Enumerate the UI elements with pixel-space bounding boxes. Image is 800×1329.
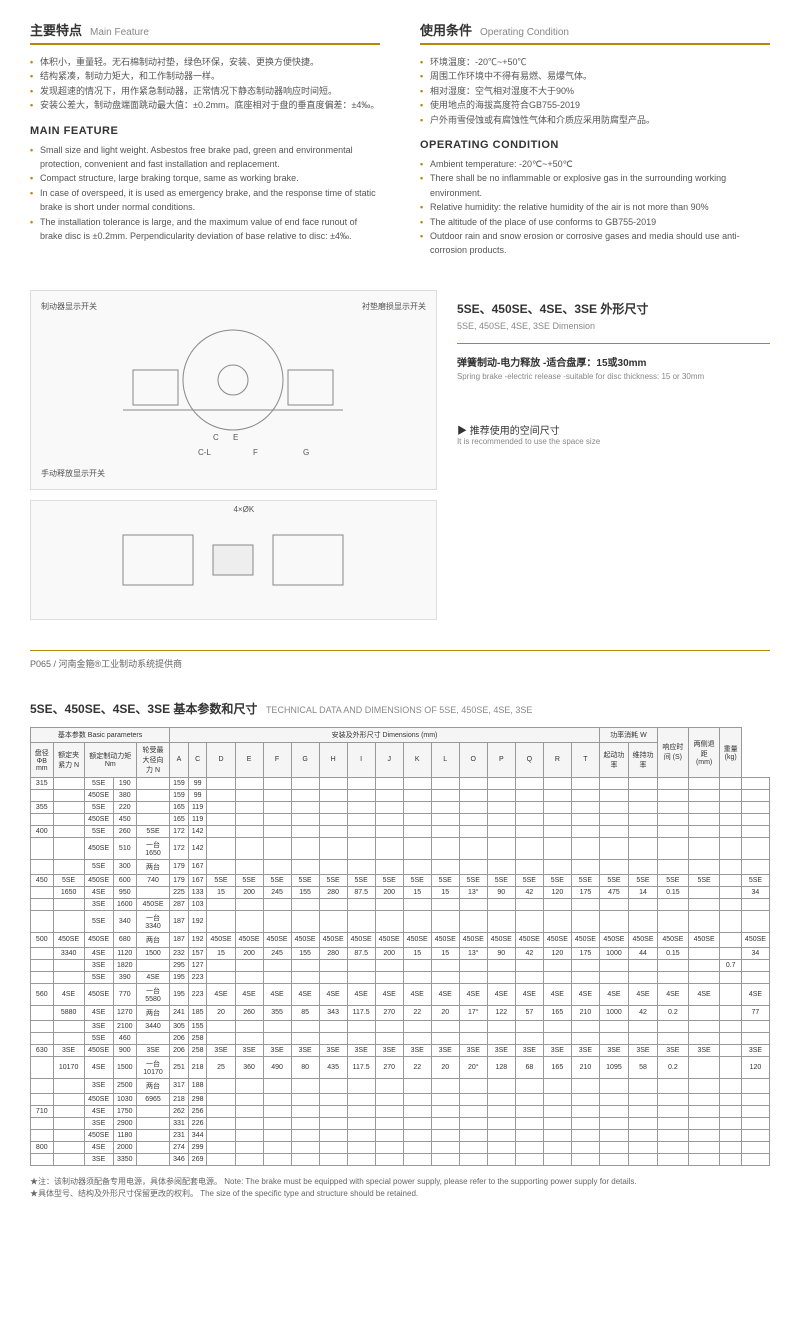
feature-sub-en: MAIN FEATURE bbox=[30, 125, 380, 137]
note-1: ★注：该制动器须配备专用电源，具体参阅配套电源。 Note: The brake… bbox=[30, 1176, 770, 1189]
svg-text:C-L: C-L bbox=[198, 448, 211, 457]
main-feature-section: 主要特点 Main Feature 体积小，重量轻。无石棉制动衬垫，绿色环保，安… bbox=[30, 20, 380, 270]
brake-plan-icon bbox=[103, 515, 363, 605]
spring-note-en: Spring brake -electric release -suitable… bbox=[457, 371, 770, 382]
feature-bullets-cn: 体积小，重量轻。无石棉制动衬垫，绿色环保，安装、更换方便快捷。 结构紧凑，制动力… bbox=[30, 55, 380, 113]
dimension-title: 5SE、450SE、4SE、3SE 外形尺寸 bbox=[457, 300, 770, 317]
svg-text:G: G bbox=[303, 448, 309, 457]
condition-bullets-cn: 环境温度：-20℃~+50℃ 周围工作环境中不得有易燃、易爆气体。 相对湿度：空… bbox=[420, 55, 770, 127]
table-title-en: TECHNICAL DATA AND DIMENSIONS OF 5SE, 45… bbox=[266, 705, 532, 715]
svg-text:F: F bbox=[253, 448, 258, 457]
condition-bullets-en: Ambient temperature: -20℃~+50℃ There sha… bbox=[420, 157, 770, 258]
feature-title-cn: 主要特点 bbox=[30, 20, 82, 39]
space-note-cn: ▶ 推荐使用的空间尺寸 bbox=[457, 422, 770, 437]
page-footer: P065 / 河南金箍®工业制动系统提供商 bbox=[30, 657, 770, 670]
table-title-cn: 5SE、450SE、4SE、3SE 基本参数和尺寸 bbox=[30, 702, 257, 716]
dimension-sub: 5SE, 450SE, 4SE, 3SE Dimension bbox=[457, 321, 770, 331]
svg-text:C: C bbox=[213, 433, 219, 442]
note-2: ★具体型号、结构及外形尺寸保留更改的权利。 The size of the sp… bbox=[30, 1188, 770, 1201]
brake-diagram-icon: C-L F G E C bbox=[103, 310, 363, 470]
condition-sub-en: OPERATING CONDITION bbox=[420, 139, 770, 151]
spring-note-cn: 弹簧制动-电力释放 -适合盘厚：15或30mm bbox=[457, 354, 770, 369]
feature-bullets-en: Small size and light weight. Asbestos fr… bbox=[30, 143, 380, 244]
technical-drawing-bottom: 4×ØK bbox=[30, 500, 437, 620]
svg-text:E: E bbox=[233, 433, 238, 442]
technical-drawing-top: 制动器显示开关 衬垫磨损显示开关 手动释放显示开关 C-L F G E C bbox=[30, 290, 437, 490]
feature-title-en: Main Feature bbox=[90, 27, 149, 38]
condition-title-cn: 使用条件 bbox=[420, 20, 472, 39]
condition-title-en: Operating Condition bbox=[480, 27, 569, 38]
operating-condition-section: 使用条件 Operating Condition 环境温度：-20℃~+50℃ … bbox=[420, 20, 770, 270]
spec-table: 基本参数 Basic parameters 安装及外形尺寸 Dimensions… bbox=[30, 727, 770, 1166]
space-note-en: It is recommended to use the space size bbox=[457, 437, 770, 446]
